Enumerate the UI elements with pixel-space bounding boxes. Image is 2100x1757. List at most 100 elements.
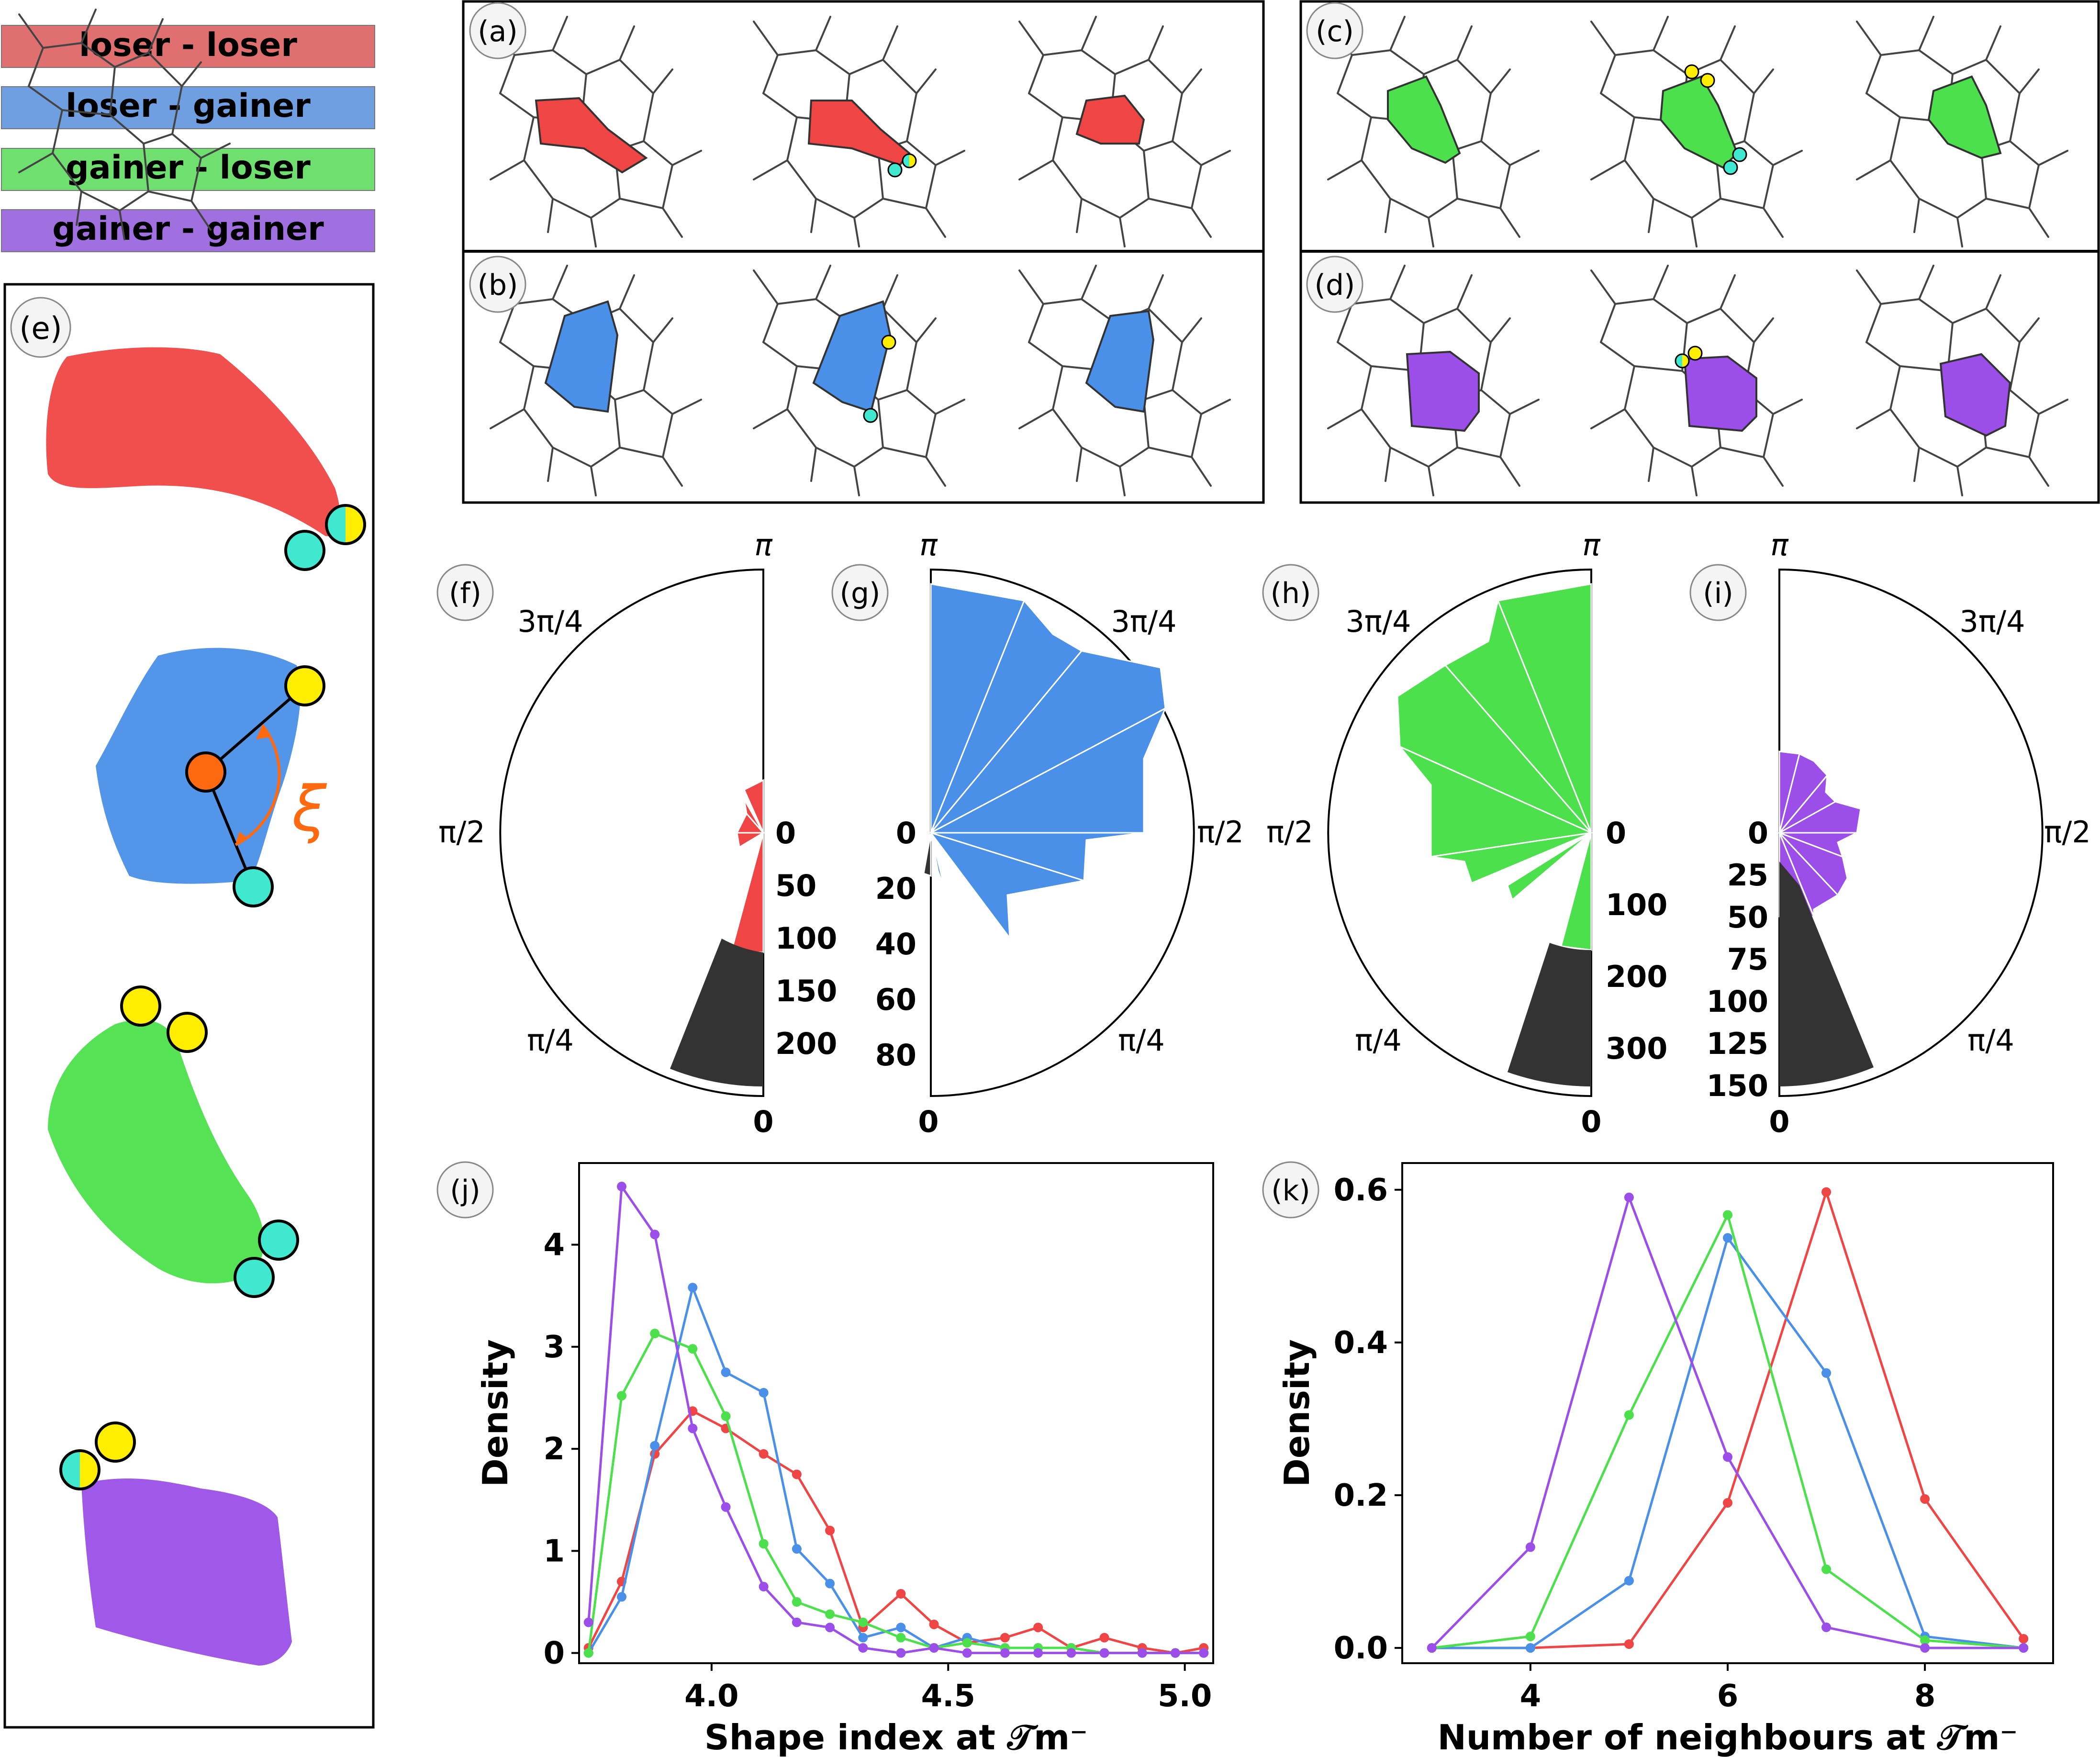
r-tick: 50 bbox=[1727, 900, 1768, 935]
panel-label-badge bbox=[469, 2, 526, 59]
y-tick-label: 1 bbox=[543, 1533, 565, 1569]
series-line bbox=[587, 1410, 1204, 1655]
data-point bbox=[896, 1623, 906, 1633]
angle-label-zero: 0 bbox=[918, 1104, 938, 1139]
r-tick: 150 bbox=[1707, 1068, 1768, 1103]
polar-panel-g: (g) π 3π/4 π/2 π/4 0 0 20 40 60 80 bbox=[831, 527, 1244, 1139]
panel-label-badge bbox=[10, 297, 71, 358]
data-point bbox=[825, 1578, 835, 1589]
panel-e-frame bbox=[3, 283, 375, 1729]
gainer-gainer-cell-snapshot bbox=[1939, 353, 2011, 437]
y-tick-label: 0.2 bbox=[1334, 1478, 1388, 1513]
angle-label-pi2: π/2 bbox=[438, 815, 485, 850]
data-point bbox=[1920, 1494, 1930, 1504]
data-point bbox=[759, 1388, 769, 1398]
data-point bbox=[1821, 1623, 1832, 1633]
r-tick: 80 bbox=[875, 1038, 916, 1073]
polar-bar bbox=[1430, 832, 1592, 884]
data-point bbox=[1033, 1623, 1043, 1633]
data-point bbox=[1099, 1633, 1109, 1643]
angle-label-pi2: π/2 bbox=[1266, 815, 1313, 850]
data-point bbox=[650, 1441, 660, 1451]
data-point bbox=[688, 1423, 698, 1433]
y-tick-label: 0.4 bbox=[1334, 1325, 1388, 1361]
data-point bbox=[825, 1609, 835, 1619]
xi-arm-line bbox=[205, 684, 306, 773]
r-tick: 300 bbox=[1606, 1031, 1667, 1066]
panel-label-d: (d) bbox=[1315, 269, 1355, 302]
data-point bbox=[792, 1617, 802, 1627]
panel-label-badge bbox=[1262, 1161, 1319, 1219]
xi-arm-line bbox=[204, 771, 255, 888]
r-tick: 150 bbox=[775, 974, 837, 1008]
data-point bbox=[2019, 1634, 2029, 1644]
panel-label-j: (j) bbox=[450, 1174, 480, 1208]
angle-label-pi2: π/2 bbox=[1197, 815, 1244, 850]
r-tick: 125 bbox=[1707, 1026, 1768, 1061]
panel-label-h: (h) bbox=[1271, 577, 1311, 610]
cyan-vertex-icon bbox=[284, 530, 325, 571]
y-tick-label: 3 bbox=[543, 1330, 565, 1365]
legend-label: gainer - gainer bbox=[52, 210, 324, 248]
data-point bbox=[1170, 1648, 1180, 1658]
data-point bbox=[1624, 1410, 1634, 1420]
tissue-panels bbox=[18, 0, 2100, 504]
data-point bbox=[1525, 1542, 1535, 1552]
xi-label: ξ bbox=[291, 772, 327, 845]
data-point bbox=[896, 1648, 906, 1658]
cyan-vertex-icon bbox=[234, 1257, 275, 1298]
gainer-loser-cell-snapshot bbox=[1387, 75, 1461, 164]
r-tick: 25 bbox=[1727, 858, 1768, 893]
r-tick: 75 bbox=[1727, 942, 1768, 977]
data-point bbox=[1525, 1632, 1535, 1642]
panel-c: (c) bbox=[1306, 2, 2068, 247]
split-vertex-icon bbox=[1675, 353, 1690, 369]
series-line bbox=[1431, 1235, 2024, 1649]
polar-frame bbox=[499, 568, 764, 1097]
panel-b: (b) bbox=[469, 256, 1231, 496]
xi-arc bbox=[235, 724, 281, 846]
angle-label-pi4: π/4 bbox=[1118, 1023, 1165, 1058]
angle-label-zero: 0 bbox=[753, 1104, 773, 1139]
y-tick-label: 0.6 bbox=[1334, 1173, 1388, 1208]
r-tick: 0 bbox=[1748, 816, 1768, 851]
loser-loser-cell-shape bbox=[46, 347, 340, 537]
angle-label-zero: 0 bbox=[1769, 1104, 1789, 1139]
legend-swatch bbox=[1, 86, 375, 129]
loser-gainer-cell-snapshot bbox=[1085, 310, 1155, 413]
data-point bbox=[1821, 1368, 1832, 1378]
cell-center-icon bbox=[185, 751, 226, 793]
angle-label-pi: π bbox=[919, 527, 938, 562]
gainer-loser-cell-snapshot bbox=[1927, 75, 2002, 159]
legend-item-gainer-loser: gainer - loser bbox=[1, 148, 375, 191]
series-line bbox=[1431, 1188, 2025, 1649]
angle-label-pi: π bbox=[1582, 527, 1601, 562]
x-tick-label: 4.5 bbox=[921, 1679, 975, 1714]
data-point bbox=[1033, 1648, 1043, 1658]
r-tick: 20 bbox=[875, 871, 916, 906]
yellow-vertex-icon bbox=[120, 985, 161, 1027]
panel-label-g: (g) bbox=[840, 577, 881, 610]
data-point bbox=[688, 1344, 698, 1354]
legend-label: gainer - loser bbox=[66, 149, 311, 187]
r-tick: 0 bbox=[896, 816, 916, 851]
data-point bbox=[1920, 1643, 1930, 1653]
r-tick: 200 bbox=[1606, 959, 1667, 994]
panel-label-badge bbox=[1306, 2, 1363, 59]
angle-label-pi: π bbox=[1770, 527, 1789, 562]
data-point bbox=[2019, 1643, 2029, 1653]
data-point bbox=[1723, 1498, 1732, 1508]
data-point bbox=[1624, 1639, 1634, 1649]
data-point bbox=[1000, 1648, 1010, 1658]
data-point bbox=[929, 1619, 939, 1629]
legend-item-loser-loser: loser - loser bbox=[1, 25, 375, 68]
angle-label-3pi4: 3π/4 bbox=[517, 604, 583, 639]
data-point bbox=[962, 1638, 972, 1648]
data-point bbox=[616, 1592, 626, 1602]
data-point bbox=[616, 1182, 626, 1192]
polar-bar bbox=[1508, 943, 1591, 1086]
panel-label-a: (a) bbox=[478, 15, 518, 48]
polar-bar bbox=[1560, 832, 1592, 951]
panel-label-badge bbox=[436, 564, 494, 621]
data-point bbox=[583, 1617, 593, 1627]
